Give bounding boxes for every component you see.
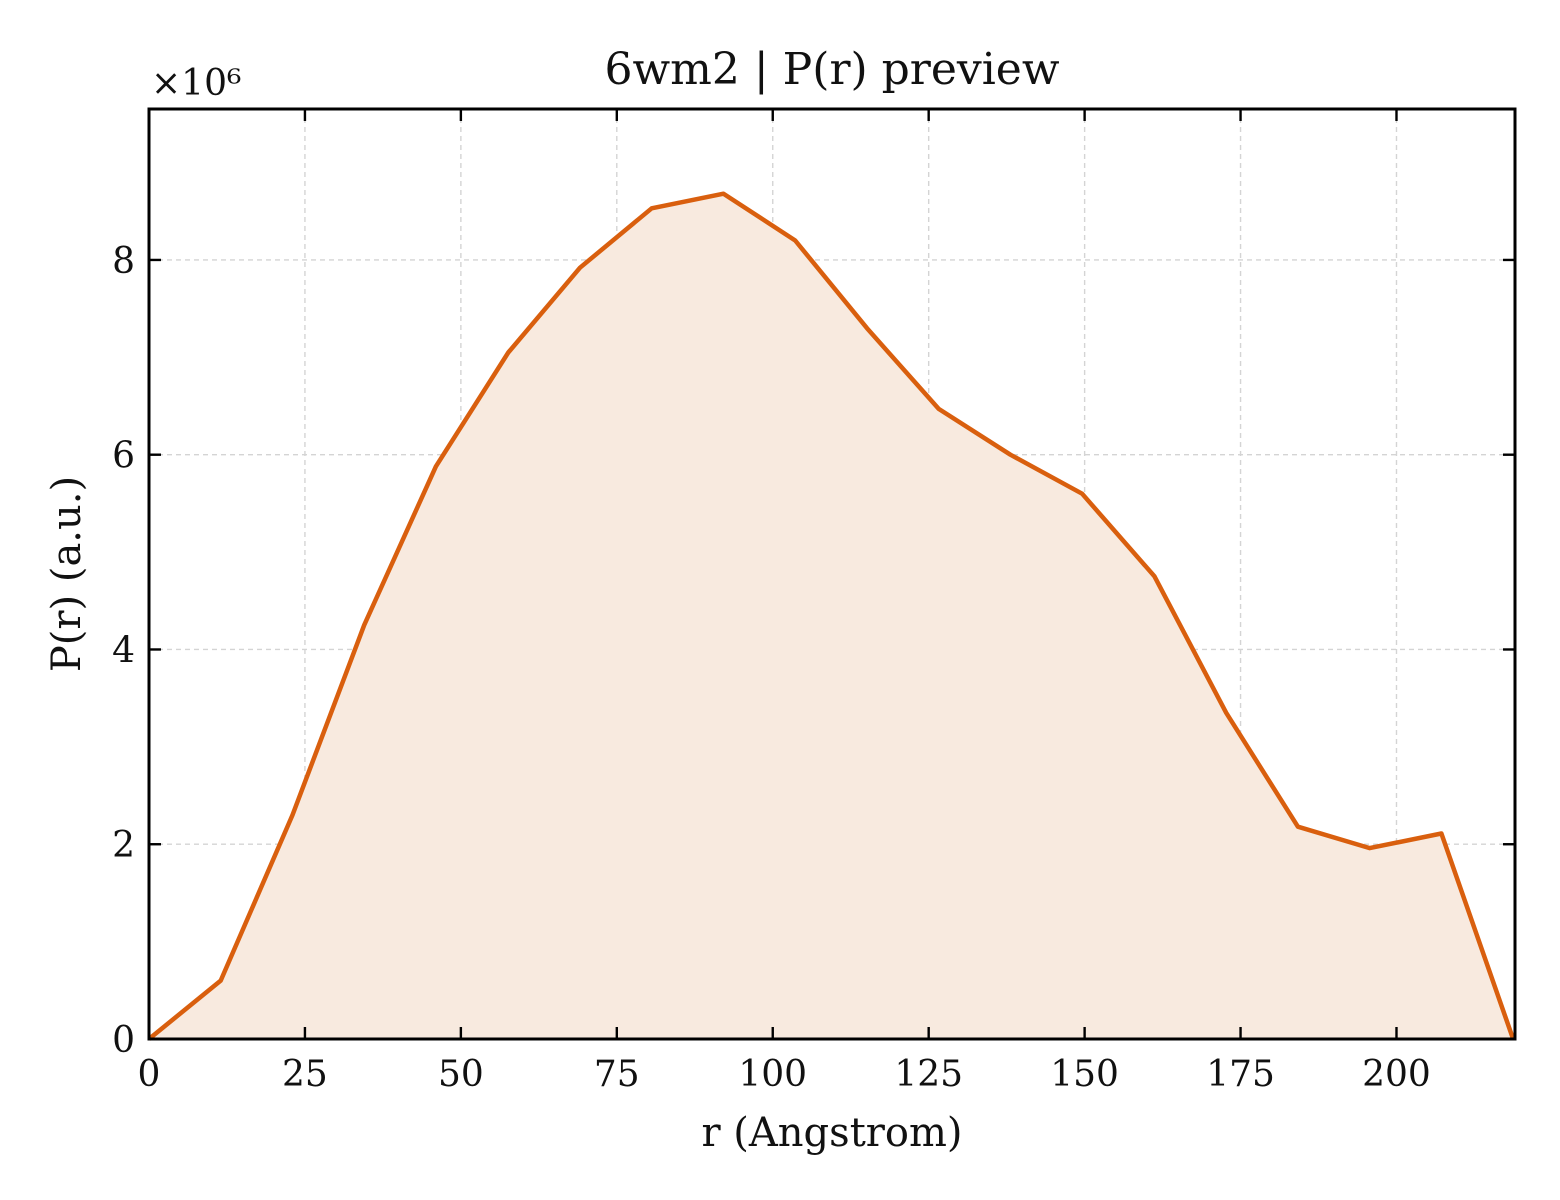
x-tick-label: 200 bbox=[1362, 1054, 1431, 1095]
y-exponent-label: ×10⁶ bbox=[151, 63, 241, 104]
ticks: 0 25 50 75 100 125 150 175 200 0 2 4 6 8 bbox=[112, 109, 1515, 1095]
x-tick-label: 25 bbox=[282, 1054, 328, 1095]
y-tick-label: 0 bbox=[112, 1020, 135, 1061]
x-tick-label: 0 bbox=[138, 1054, 161, 1095]
x-tick-label: 50 bbox=[438, 1054, 484, 1095]
pr-series-line bbox=[147, 191, 1516, 1041]
x-tick-label: 100 bbox=[738, 1054, 807, 1095]
y-tick-label: 8 bbox=[112, 241, 135, 282]
x-tick-label: 150 bbox=[1050, 1054, 1119, 1095]
x-tick-label: 125 bbox=[894, 1054, 963, 1095]
x-tick-label: 175 bbox=[1206, 1054, 1275, 1095]
y-tick-label: 4 bbox=[112, 630, 135, 671]
x-tick-label: 75 bbox=[594, 1054, 640, 1095]
area-layer bbox=[149, 193, 1514, 1039]
y-tick-label: 2 bbox=[112, 825, 135, 866]
pr-area-fill bbox=[149, 193, 1514, 1039]
y-axis-label: P(r) (a.u.) bbox=[44, 476, 90, 672]
x-axis-label: r (Angstrom) bbox=[701, 1110, 962, 1156]
y-tick-label: 6 bbox=[112, 436, 135, 477]
plot-frame bbox=[147, 107, 1517, 1041]
chart-title: 6wm2 | P(r) preview bbox=[605, 44, 1060, 95]
